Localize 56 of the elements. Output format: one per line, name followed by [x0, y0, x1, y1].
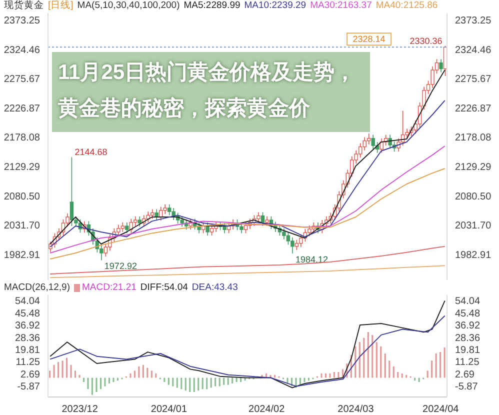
y2-tick-label: 19.81: [455, 345, 480, 356]
y2-tick-label: 2080.50: [455, 191, 492, 202]
y2-tick-label: 2031.70: [455, 220, 492, 232]
y-tick-label: 28.36: [14, 332, 40, 344]
y-tick-label: 19.81: [14, 345, 40, 356]
text: MA30:2163.37: [310, 0, 372, 12]
y2-tick-label: 54.04: [455, 296, 480, 308]
y2-tick-label: 36.92: [455, 320, 480, 332]
legend-title: MACD(26,12,9): [4, 282, 70, 294]
text: DEA:43.43: [192, 282, 238, 294]
chart-title: 现货黄金: [4, 0, 44, 12]
x-tick-label: 2024/02: [248, 404, 286, 415]
text: 2144.68: [74, 147, 108, 158]
y2-tick-label: 1982.91: [455, 250, 492, 261]
text: DIFF:54.04: [140, 282, 188, 294]
y2-tick-label: 2178.08: [455, 132, 492, 144]
y-tick-label: 1982.91: [4, 250, 40, 261]
y2-tick-label: 2.69: [455, 369, 475, 380]
x-tick-label: 2023/12: [62, 404, 98, 415]
y-tick-label: 2226.87: [4, 103, 40, 114]
y-tick-label: -5.87: [17, 382, 40, 393]
y-tick-label: 2178.08: [4, 132, 40, 144]
annotation: 11月25日热门黄金价格及走势，黄金巷的秘密，探索黄金价: [52, 52, 370, 132]
text: MA40:2125.86: [376, 0, 438, 12]
y2-tick-label: 2373.25: [455, 16, 492, 27]
text: MA10:2239.29: [244, 0, 306, 12]
y2-tick-label: 45.48: [455, 308, 480, 320]
y-tick-label: 2373.25: [4, 16, 40, 27]
text: 2330.36: [410, 36, 442, 46]
legend-label: MACD:21.21: [81, 282, 136, 294]
y-tick-label: 2129.29: [4, 162, 40, 173]
y2-tick-label: 11.25: [455, 357, 480, 368]
y-tick-label: 45.48: [14, 308, 40, 320]
text: MA5:2289.99: [184, 0, 240, 12]
y-tick-label: 2275.67: [4, 74, 40, 86]
y-tick-label: 36.92: [14, 320, 40, 332]
text: 1984.12: [295, 254, 328, 265]
y2-tick-label: 2129.29: [455, 162, 492, 173]
y-tick-label: 54.04: [14, 296, 40, 308]
y-tick-label: 2.69: [20, 369, 40, 380]
x-tick-label: 2024/04: [422, 404, 460, 415]
y-tick-label: 2324.46: [4, 44, 40, 56]
text: 1972.92: [104, 261, 137, 272]
x-tick-label: 2024/03: [338, 404, 374, 415]
y2-tick-label: 2226.87: [455, 103, 492, 114]
x-tick-label: 2024/01: [150, 404, 188, 415]
legend-title: MA(5,10,30,40,100,200): [77, 0, 180, 12]
chart-subtitle: [日线]: [48, 0, 74, 12]
y2-tick-label: 2324.46: [455, 44, 492, 56]
y-tick-label: 11.25: [16, 357, 40, 368]
y2-tick-label: -5.87: [455, 382, 478, 393]
y2-tick-label: 2275.67: [455, 74, 492, 86]
y2-tick-label: 28.36: [455, 332, 480, 344]
y-tick-label: 2031.70: [4, 220, 40, 232]
ref-line-label: 2328.14: [352, 34, 386, 44]
y-tick-label: 2080.50: [4, 191, 40, 202]
